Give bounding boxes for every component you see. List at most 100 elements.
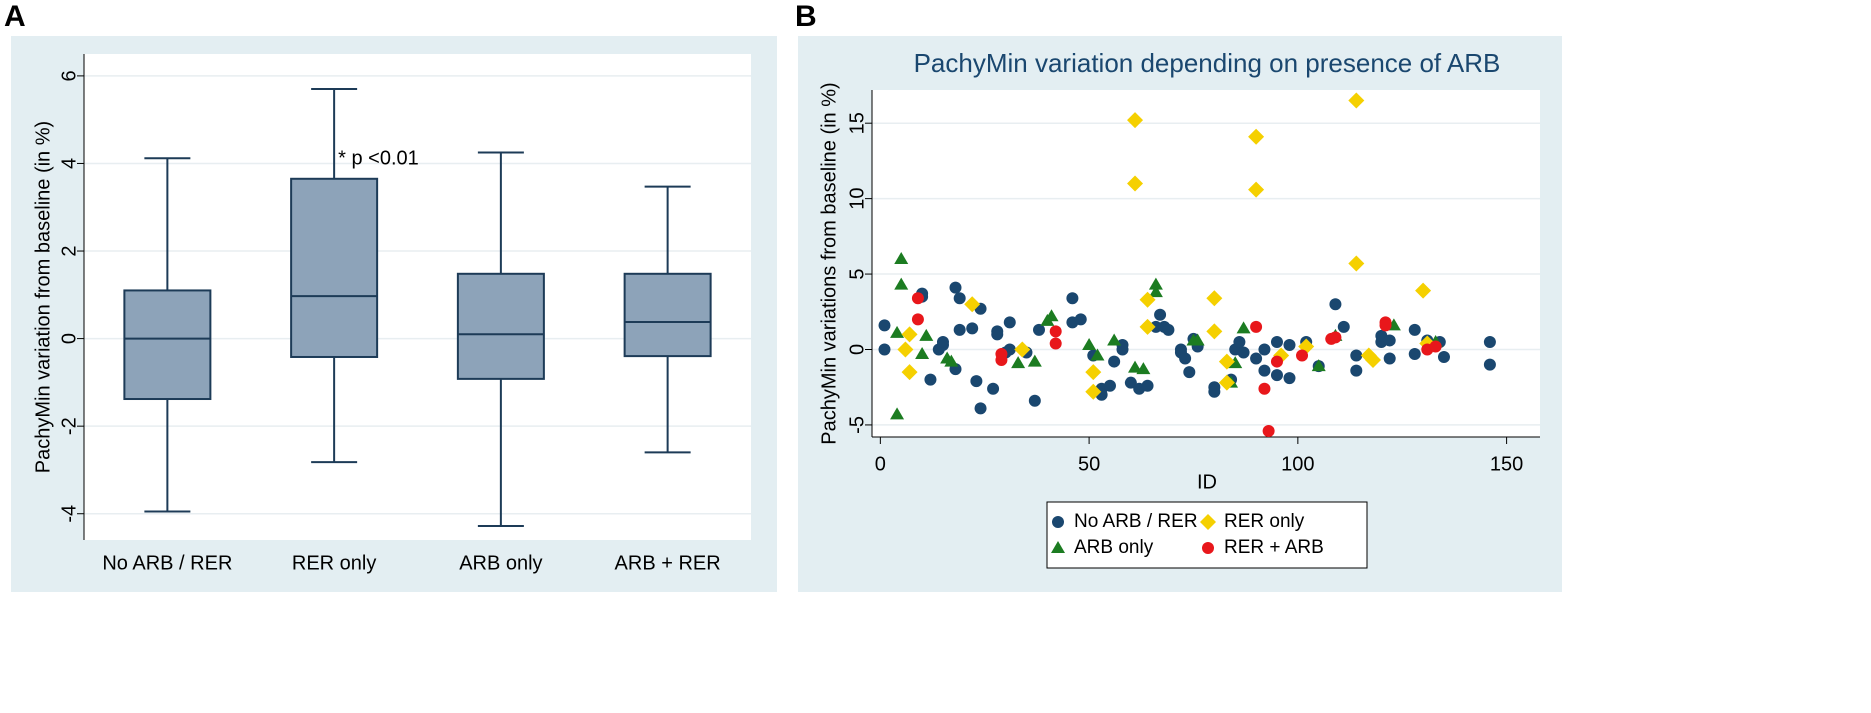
point-no-arb-rer xyxy=(1350,364,1363,377)
y-tick-label-a: -4 xyxy=(58,505,80,523)
point-rer-arb xyxy=(1329,331,1342,344)
point-no-arb-rer xyxy=(1408,323,1421,336)
point-no-arb-rer xyxy=(1066,292,1079,305)
point-no-arb-rer xyxy=(974,402,987,415)
box-iqr xyxy=(290,177,379,358)
point-rer-only xyxy=(901,326,918,343)
legend-marker xyxy=(1200,514,1216,530)
point-arb-only xyxy=(894,251,909,264)
legend-marker xyxy=(1052,516,1064,528)
point-rer-only xyxy=(1248,128,1265,145)
point-rer-only xyxy=(1218,374,1235,391)
point-no-arb-rer xyxy=(1154,308,1167,321)
point-no-arb-rer xyxy=(1258,343,1271,356)
point-no-arb-rer xyxy=(1250,352,1263,365)
point-no-arb-rer xyxy=(1258,364,1271,377)
y-tick-label-b: 0 xyxy=(846,344,868,355)
point-rer-only xyxy=(1139,318,1156,335)
point-no-arb-rer xyxy=(953,323,966,336)
point-rer-only xyxy=(1127,112,1144,129)
point-no-arb-rer xyxy=(949,281,962,294)
legend-marker xyxy=(1202,542,1214,554)
point-rer-arb xyxy=(1262,424,1275,437)
point-no-arb-rer xyxy=(1270,335,1283,348)
panel-a-label: A xyxy=(4,0,26,33)
point-arb-only xyxy=(1228,356,1243,369)
point-no-arb-rer xyxy=(966,322,979,335)
point-arb-only xyxy=(919,328,934,341)
point-rer-arb xyxy=(911,292,924,305)
point-arb-only xyxy=(890,325,905,338)
point-arb-only xyxy=(1011,356,1026,369)
point-rer-only xyxy=(1348,255,1365,272)
x-category-label: RER only xyxy=(292,552,376,574)
box-iqr xyxy=(623,272,712,358)
chart-title-b: PachyMin variation depending on presence… xyxy=(914,48,1501,78)
y-tick-label-b: 5 xyxy=(846,268,868,279)
legend-label: ARB only xyxy=(1074,537,1154,558)
point-rer-arb xyxy=(1049,337,1062,350)
point-rer-arb xyxy=(1250,320,1263,333)
point-rer-only xyxy=(1139,291,1156,308)
point-arb-only xyxy=(1311,359,1326,372)
point-no-arb-rer xyxy=(1483,335,1496,348)
point-arb-only xyxy=(1236,321,1251,334)
point-rer-only xyxy=(1365,352,1381,369)
legend-box xyxy=(1046,501,1368,569)
point-rer-arb xyxy=(1258,382,1271,395)
y-tick-label-a: -2 xyxy=(58,417,80,435)
legend-label: No ARB / RER xyxy=(1074,511,1198,532)
x-tick-label-b: 0 xyxy=(875,453,886,475)
point-rer-only xyxy=(1014,341,1031,358)
x-category-label: No ARB / RER xyxy=(102,552,232,574)
point-rer-only xyxy=(964,296,981,313)
box-iqr xyxy=(123,289,212,401)
y-axis-label-a: PachyMin variation from baseline (in %) xyxy=(32,121,54,473)
boxplot-chart: -4 -2 0 2 4 6 PachyMin variation from baseline… xyxy=(32,54,751,574)
point-no-arb-rer xyxy=(924,373,937,386)
point-no-arb-rer xyxy=(1149,320,1162,333)
point-rer-arb xyxy=(1270,355,1283,368)
point-no-arb-rer xyxy=(1329,298,1342,311)
point-no-arb-rer xyxy=(970,375,983,388)
y-axis-label-b: PachyMin variations from baseline (in %) xyxy=(818,82,840,444)
point-no-arb-rer xyxy=(1074,313,1087,326)
point-arb-only xyxy=(1107,333,1122,346)
point-arb-only xyxy=(1027,354,1042,367)
point-no-arb-rer xyxy=(1141,379,1154,392)
point-rer-only xyxy=(1085,383,1102,400)
point-rer-only xyxy=(1127,175,1144,192)
point-no-arb-rer xyxy=(1437,351,1450,364)
x-tick-label-b: 50 xyxy=(1078,453,1100,475)
box-iqr xyxy=(456,272,545,380)
point-arb-only xyxy=(894,277,909,290)
point-no-arb-rer xyxy=(1103,379,1116,392)
point-rer-arb xyxy=(995,348,1008,361)
point-no-arb-rer xyxy=(1383,352,1396,365)
point-rer-only xyxy=(897,341,914,358)
point-rer-arb xyxy=(1049,325,1062,338)
point-no-arb-rer xyxy=(991,325,1004,338)
point-arb-only xyxy=(1190,333,1205,346)
point-no-arb-rer xyxy=(1408,348,1421,361)
point-arb-only xyxy=(890,407,905,420)
point-rer-only xyxy=(1248,181,1265,198)
y-tick-label-b: 15 xyxy=(846,112,868,134)
point-no-arb-rer xyxy=(1283,372,1296,385)
x-axis-label-b: ID xyxy=(1197,471,1217,493)
point-arb-only xyxy=(1148,285,1163,298)
point-no-arb-rer xyxy=(1183,366,1196,379)
point-no-arb-rer xyxy=(1033,323,1045,336)
point-rer-only xyxy=(1085,364,1102,381)
scatter-chart: PachyMin variation depending on presence… xyxy=(818,48,1540,569)
point-rer-only xyxy=(1206,323,1223,340)
legend-label: RER + ARB xyxy=(1224,537,1324,558)
point-no-arb-rer xyxy=(1237,346,1250,359)
point-rer-only xyxy=(1218,353,1235,370)
point-arb-only xyxy=(1044,309,1059,322)
significance-annotation: * p <0.01 xyxy=(338,147,419,169)
point-no-arb-rer xyxy=(1179,352,1192,365)
point-no-arb-rer xyxy=(953,292,966,305)
legend-marker xyxy=(1051,541,1065,553)
